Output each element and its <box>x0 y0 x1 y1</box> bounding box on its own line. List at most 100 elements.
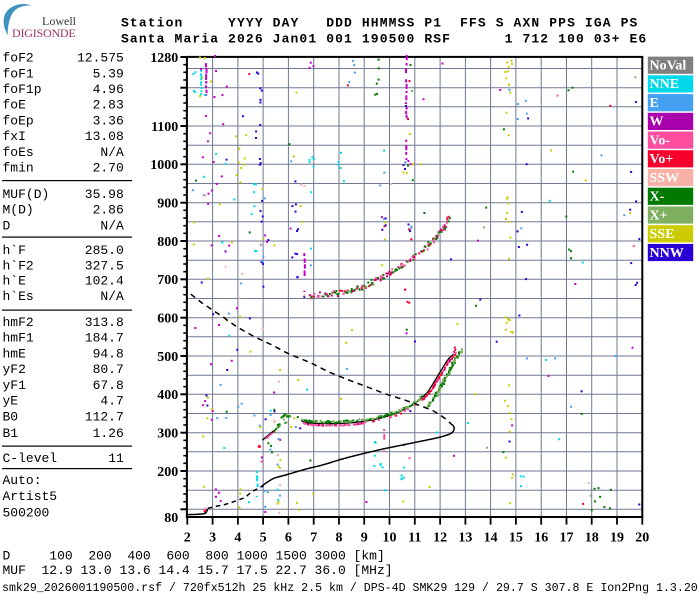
svg-text:80: 80 <box>164 511 178 526</box>
svg-text:184.7: 184.7 <box>85 331 124 346</box>
svg-text:Vo+: Vo+ <box>650 152 674 167</box>
svg-text:foEs: foEs <box>3 145 34 160</box>
svg-text:1.26: 1.26 <box>93 426 124 441</box>
svg-text:fxI: fxI <box>3 129 26 144</box>
svg-text:35.98: 35.98 <box>85 187 124 202</box>
svg-text:3.36: 3.36 <box>93 113 124 128</box>
svg-text:M(D): M(D) <box>3 203 34 218</box>
svg-text:Artist5: Artist5 <box>3 489 58 504</box>
svg-text:400: 400 <box>157 388 178 403</box>
svg-text:2.83: 2.83 <box>93 98 124 113</box>
svg-text:NoVal: NoVal <box>650 59 687 74</box>
svg-text:2.70: 2.70 <box>93 161 124 176</box>
svg-text:X+: X+ <box>650 208 668 223</box>
svg-text:Santa Maria 2026 Jan01 001 190: Santa Maria 2026 Jan01 001 190500 RSF 1 … <box>121 31 647 46</box>
svg-text:313.8: 313.8 <box>85 315 124 330</box>
svg-text:800: 800 <box>157 235 178 250</box>
svg-text:MUF 12.9 13.0 13.6 14.4 15.7: MUF 12.9 13.0 13.6 14.4 15.7 17.5 22.7 3… <box>3 563 393 578</box>
svg-text:11: 11 <box>108 451 124 466</box>
svg-text:Vo-: Vo- <box>650 133 671 148</box>
svg-text:1000: 1000 <box>150 158 178 173</box>
svg-text:4: 4 <box>234 531 241 546</box>
svg-text:67.8: 67.8 <box>93 378 124 393</box>
svg-text:foE: foE <box>3 98 27 113</box>
svg-text:MUF(D): MUF(D) <box>3 187 50 202</box>
svg-text:NNE: NNE <box>650 77 680 92</box>
svg-text:13.08: 13.08 <box>85 129 124 144</box>
svg-text:15: 15 <box>509 531 523 546</box>
svg-text:C-level: C-level <box>3 451 58 466</box>
svg-text:DIGISONDE: DIGISONDE <box>12 26 76 40</box>
svg-text:4.7: 4.7 <box>100 394 123 409</box>
svg-text:foF2: foF2 <box>3 51 34 66</box>
svg-text:N/A: N/A <box>100 218 124 233</box>
svg-text:h`F2: h`F2 <box>3 258 34 273</box>
svg-text:D: D <box>3 218 11 233</box>
svg-text:foF1p: foF1p <box>3 82 42 97</box>
svg-text:X-: X- <box>650 190 665 205</box>
svg-text:9: 9 <box>361 531 368 546</box>
svg-text:4.96: 4.96 <box>93 82 124 97</box>
svg-text:hmF2: hmF2 <box>3 315 34 330</box>
svg-text:2.86: 2.86 <box>93 203 124 218</box>
svg-text:6: 6 <box>285 531 292 546</box>
svg-text:500200: 500200 <box>3 506 50 521</box>
svg-text:NNW: NNW <box>650 246 684 261</box>
svg-text:900: 900 <box>157 197 178 212</box>
svg-text:8: 8 <box>336 531 343 546</box>
svg-text:yE: yE <box>3 394 19 409</box>
svg-text:fmin: fmin <box>3 161 34 176</box>
svg-text:11: 11 <box>408 531 421 546</box>
svg-text:smk29_2026001190500.rsf / 720f: smk29_2026001190500.rsf / 720fx512h 25 k… <box>2 582 698 595</box>
svg-text:yF2: yF2 <box>3 362 26 377</box>
svg-text:12.575: 12.575 <box>77 51 124 66</box>
svg-text:112.7: 112.7 <box>85 409 124 424</box>
svg-text:yF1: yF1 <box>3 378 27 393</box>
svg-text:16: 16 <box>534 531 548 546</box>
svg-text:h`Es: h`Es <box>3 289 34 304</box>
svg-text:12: 12 <box>433 531 447 546</box>
svg-text:327.5: 327.5 <box>85 258 124 273</box>
svg-text:300: 300 <box>157 427 178 442</box>
svg-text:700: 700 <box>157 273 178 288</box>
svg-text:17: 17 <box>560 531 574 546</box>
svg-text:SSW: SSW <box>650 171 680 186</box>
svg-text:3: 3 <box>209 531 216 546</box>
svg-text:5: 5 <box>260 531 267 546</box>
svg-text:foF1: foF1 <box>3 66 34 81</box>
svg-text:102.4: 102.4 <box>85 274 124 289</box>
svg-text:hmE: hmE <box>3 346 27 361</box>
svg-text:5.39: 5.39 <box>93 66 124 81</box>
svg-text:500: 500 <box>157 350 178 365</box>
svg-text:Station YYYY DAY DDD HHM: Station YYYY DAY DDD HHMMSS P1 FFS S AXN… <box>121 16 638 31</box>
svg-text:13: 13 <box>458 531 472 546</box>
svg-text:285.0: 285.0 <box>85 243 124 258</box>
svg-text:h`E: h`E <box>3 274 27 289</box>
svg-text:B0: B0 <box>3 409 19 424</box>
svg-text:10: 10 <box>383 531 397 546</box>
svg-text:1280: 1280 <box>150 51 178 66</box>
svg-text:18: 18 <box>585 531 599 546</box>
svg-text:2: 2 <box>184 531 191 546</box>
svg-text:Lowell: Lowell <box>42 14 77 28</box>
svg-text:600: 600 <box>157 312 178 327</box>
svg-text:1100: 1100 <box>151 120 178 135</box>
svg-text:7: 7 <box>310 531 317 546</box>
svg-text:94.8: 94.8 <box>93 346 124 361</box>
svg-text:SSE: SSE <box>650 227 675 242</box>
svg-text:B1: B1 <box>3 426 19 441</box>
svg-text:200: 200 <box>157 465 178 480</box>
svg-text:20: 20 <box>635 531 649 546</box>
svg-text:foEp: foEp <box>3 113 34 128</box>
svg-text:N/A: N/A <box>100 289 124 304</box>
svg-text:80.7: 80.7 <box>93 362 124 377</box>
svg-text:19: 19 <box>610 531 624 546</box>
svg-text:W: W <box>650 115 664 130</box>
svg-text:N/A: N/A <box>100 145 124 160</box>
svg-text:E: E <box>650 96 659 111</box>
svg-text:Auto:: Auto: <box>3 473 42 488</box>
svg-text:14: 14 <box>484 531 498 546</box>
svg-text:D 100 200 400 600 800: D 100 200 400 600 800 1000 1500 3000 [km… <box>3 549 385 564</box>
svg-text:h`F: h`F <box>3 243 26 258</box>
svg-text:hmF1: hmF1 <box>3 331 34 346</box>
